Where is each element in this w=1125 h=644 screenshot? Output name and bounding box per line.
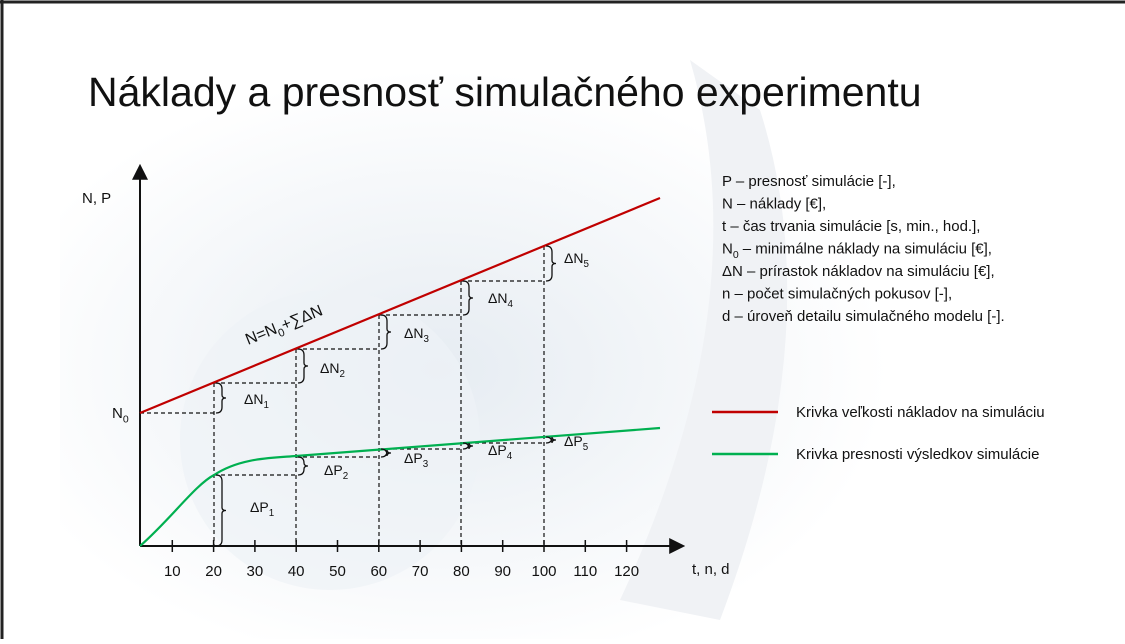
cost-increment-part: ΔN [244,391,263,407]
cost-increment-part: ΔN [320,360,339,376]
x-tick-label: 50 [329,563,346,580]
x-axis-label: t, n, d [692,561,730,578]
x-tick-label: 20 [205,563,222,580]
x-tick-label: 40 [288,563,305,580]
definition: ΔN – prírastok nákladov na simuláciu [€]… [722,263,995,280]
definition-part: – minimálne náklady na simuláciu [€], [743,241,992,258]
cost-increment-part: 5 [583,259,589,270]
title: Náklady a presnosť simulačného experimen… [88,69,922,115]
precision-increment-part: 3 [423,459,429,470]
slide: Náklady a presnosť simulačného experimen… [0,0,1125,639]
legend-label: Krivka presnosti výsledkov simulácie [796,446,1039,463]
x-tick-label: 30 [247,563,264,580]
cost-increment-part: 2 [339,369,344,380]
x-tick-label: 80 [453,563,470,580]
cost-increment-part: ΔN [404,325,423,341]
x-tick-label: 60 [370,563,387,580]
y-axis-label: N, P [82,190,111,207]
definition: t – čas trvania simulácie [s, min., hod.… [722,218,980,235]
precision-increment-part: 1 [269,508,274,519]
precision-increment-part: ΔP [404,450,423,466]
precision-increment-part: ΔP [324,462,343,478]
cost-increment-part: ΔN [488,290,507,306]
cost-increment-part: 3 [423,334,429,345]
precision-increment-part: ΔP [488,442,507,458]
x-tick-label: 120 [614,563,639,580]
precision-increment-part: ΔP [564,433,583,449]
origin-label-part: N [112,405,123,422]
definition: N – náklady [€], [722,196,826,213]
legend-label: Krivka veľkosti nákladov na simuláciu [796,404,1045,421]
definition: P – presnosť simulácie [-], [722,173,896,190]
cost-increment-part: ΔN [564,250,583,266]
origin-label-part: 0 [123,414,129,426]
cost-increment-part: 4 [507,299,513,310]
definition: n – počet simulačných pokusov [-], [722,286,952,303]
x-tick-label: 90 [494,563,511,580]
precision-increment-part: 2 [343,471,348,482]
x-tick-label: 10 [164,563,181,580]
x-tick-label: 70 [412,563,429,580]
cost-increment-part: 1 [263,400,268,411]
precision-increment-part: 5 [583,442,589,453]
precision-increment-part: ΔP [250,499,269,515]
page: Náklady a presnosť simulačného experimen… [0,0,1125,644]
background-glow [60,40,960,639]
precision-increment-part: 4 [507,451,513,462]
x-tick-label: 110 [573,563,597,580]
definition: d – úroveň detailu simulačného modelu [-… [722,308,1005,325]
definition-part: N [722,241,733,258]
definition-part: 0 [733,249,739,261]
x-tick-label: 100 [531,563,556,580]
